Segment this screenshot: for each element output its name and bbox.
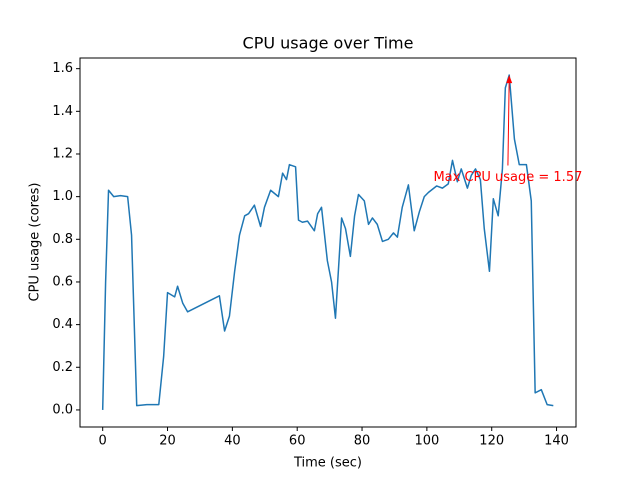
y-tick-label: 0.4 <box>52 317 73 332</box>
y-tick-label: 0.0 <box>52 402 73 417</box>
annotation-arrowhead <box>506 75 513 84</box>
y-axis-label: CPU usage (cores) <box>28 183 43 302</box>
y-tick-label: 1.2 <box>52 146 73 161</box>
y-tick-label: 0.6 <box>52 274 73 289</box>
y-tick-label: 1.6 <box>52 61 73 76</box>
y-tick-label: 1.0 <box>52 189 73 204</box>
x-tick-label: 120 <box>479 434 504 449</box>
series-line <box>101 74 554 410</box>
x-tick-label: 60 <box>289 434 306 449</box>
x-tick-label: 0 <box>99 434 107 449</box>
annotation-text: Max CPU usage = 1.57 <box>433 170 582 185</box>
x-tick-label: 140 <box>544 434 569 449</box>
annotation-arrow <box>507 77 510 166</box>
y-tick-label: 0.2 <box>52 360 73 375</box>
y-tick-label: 0.8 <box>52 232 73 247</box>
x-axis-label: Time (sec) <box>293 456 362 471</box>
chart-title: CPU usage over Time <box>243 34 414 53</box>
x-tick-label: 20 <box>159 434 176 449</box>
y-tick-label: 1.4 <box>52 104 73 119</box>
x-tick-label: 40 <box>224 434 241 449</box>
plot-frame <box>79 57 577 428</box>
x-tick-label: 100 <box>414 434 439 449</box>
x-tick-label: 80 <box>354 434 371 449</box>
